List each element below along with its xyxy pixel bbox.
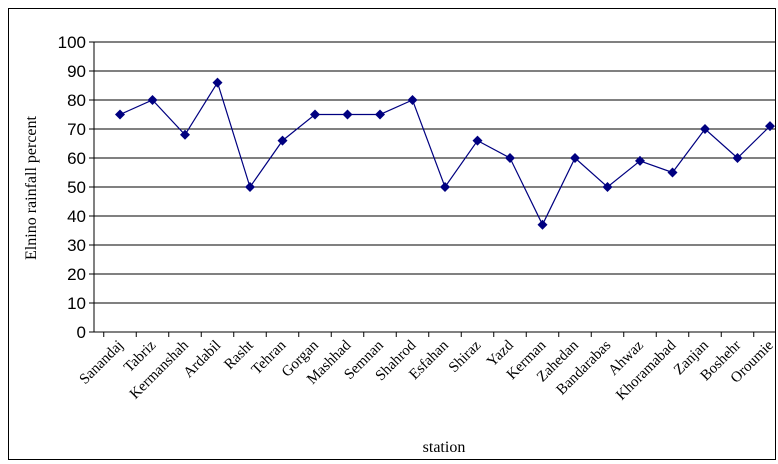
data-point [407,95,418,105]
data-point [115,109,125,120]
chart-frame [8,8,776,460]
data-point [635,155,645,166]
series-line [119,81,771,227]
data-point [212,77,223,88]
x-tick-label: Shiraz [446,337,485,376]
data-point [732,153,743,163]
x-tick-label: Sanandaj [77,338,127,388]
data-point [277,135,288,146]
y-tick-labels: 0 10 20 30 40 50 60 70 80 90 100 [58,33,86,342]
data-point [375,109,385,120]
data-point [505,153,515,163]
series-path [119,81,771,227]
data-point [602,182,613,192]
y-tick-label: 30 [67,236,86,255]
data-point [147,95,158,105]
gridlines [94,41,776,333]
y-tick-label: 100 [58,33,86,52]
data-point [342,109,353,120]
y-tick-label: 90 [67,62,86,81]
y-tick-label: 50 [67,178,86,197]
y-tick-label: 10 [67,294,86,313]
y-tick-label: 60 [67,149,86,168]
data-point [570,153,580,163]
y-tick-label: 0 [77,323,86,342]
data-point [667,167,678,178]
data-point [440,182,450,192]
y-tick-label: 40 [67,207,86,226]
data-point [537,219,548,230]
y-tick-label: 70 [67,120,86,139]
axes [89,41,755,337]
x-tick-labels: SanandajTabrizKermanshahArdabilRashtTehr… [77,337,777,404]
x-axis-title: station [423,439,466,456]
y-tick-label: 20 [67,265,86,284]
y-axis-title: Elnino rainfall percent [23,115,40,259]
data-point [765,121,775,132]
data-point [180,129,190,140]
data-point [700,124,710,134]
y-tick-label: 80 [67,91,86,110]
data-point [310,109,320,120]
x-tick-label: Ardabil [181,338,225,382]
data-point [472,135,483,146]
data-point [245,182,255,192]
data-points [115,77,775,230]
